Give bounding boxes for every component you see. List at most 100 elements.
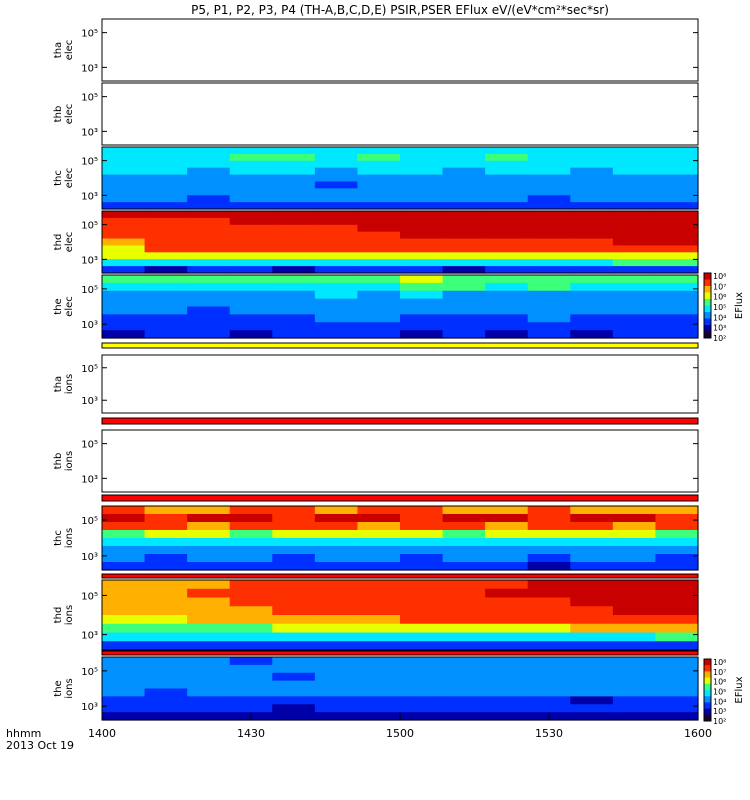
time-axis: 1400 1430 1500 1530 1600 — [88, 713, 712, 740]
heatmap-cell — [612, 538, 657, 547]
heatmap-cell — [144, 606, 188, 616]
heatmap-cell — [272, 245, 316, 253]
panel-ylabel: ions — [64, 528, 75, 548]
colorbar-swatch — [704, 318, 711, 326]
heatmap-cell — [314, 704, 359, 713]
heatmap-cell — [655, 506, 699, 515]
heatmap-cell — [144, 588, 188, 599]
heatmap-cell — [655, 322, 699, 331]
panel-frame — [101, 505, 699, 571]
heatmap-cell — [187, 167, 231, 176]
heatmap-cell — [187, 211, 231, 219]
heatmap-cell — [485, 188, 529, 196]
heatmap-cell — [229, 641, 273, 651]
heatmap-cell — [400, 330, 444, 339]
heatmap-cell — [187, 231, 231, 240]
heatmap-cell — [102, 245, 146, 253]
heatmap-cell — [187, 282, 231, 292]
heatmap-cell — [527, 597, 571, 607]
heatmap-cell — [400, 195, 444, 203]
heatmap-cell — [357, 514, 401, 523]
heatmap-cell — [612, 641, 657, 651]
heatmap-cell — [102, 615, 146, 625]
heatmap-cell — [442, 217, 486, 226]
heatmap-cell — [570, 290, 614, 300]
heatmap-cell — [485, 252, 529, 260]
heatmap-cell — [570, 174, 614, 183]
heatmap-cell — [102, 298, 146, 308]
heatmap-cell — [272, 211, 316, 219]
heatmap-cell — [442, 522, 486, 531]
heatmap-cell — [144, 562, 188, 571]
heatmap-cell — [272, 632, 316, 642]
heatmap-cell — [314, 580, 359, 590]
heatmap-cell — [612, 298, 657, 308]
x-tick-label: 1530 — [535, 727, 563, 740]
fill-stripe — [101, 650, 699, 656]
heatmap-cell — [612, 530, 657, 539]
heatmap-cell — [400, 238, 444, 247]
heatmap-cell — [442, 275, 486, 284]
heatmap-cell — [272, 282, 316, 292]
y-tick-label: 10³ — [81, 255, 98, 266]
heatmap-cell — [229, 322, 273, 331]
heatmap-cell — [442, 712, 486, 721]
heatmap-cell — [357, 688, 401, 697]
heatmap-cell — [229, 147, 273, 155]
heatmap-cell — [187, 147, 231, 155]
heatmap-cell — [400, 252, 444, 260]
heatmap-cell — [187, 322, 231, 331]
heatmap-cell — [187, 704, 231, 713]
heatmap-cell — [314, 217, 359, 226]
heatmap-cell — [570, 245, 614, 253]
heatmap-cell — [527, 562, 571, 571]
heatmap-cell — [229, 597, 273, 607]
heatmap-cell — [527, 282, 571, 292]
heatmap-cell — [144, 330, 188, 339]
heatmap-cell — [485, 153, 529, 162]
heatmap-cell — [314, 290, 359, 300]
colorbar-swatch — [704, 331, 711, 339]
heatmap-cell — [357, 562, 401, 571]
fill-stripe — [101, 342, 699, 349]
heatmap-cell — [144, 632, 188, 642]
heatmap-cell — [485, 546, 529, 555]
colorbar-swatch — [704, 286, 711, 293]
heatmap-cell — [400, 554, 444, 563]
heatmap-cell — [357, 314, 401, 323]
heatmap-cell — [612, 314, 657, 323]
panel-frame — [101, 82, 699, 146]
heatmap-cell — [314, 167, 359, 176]
heatmap-cell — [229, 167, 273, 176]
heatmap-cell — [357, 167, 401, 176]
heatmap-cell — [229, 514, 273, 523]
heatmap-cell — [485, 704, 529, 713]
heatmap-cell — [102, 217, 146, 226]
x-tick-label: 1430 — [237, 727, 265, 740]
heatmap-cell — [187, 259, 231, 267]
colorbar-swatch — [704, 279, 711, 287]
heatmap-cell — [187, 562, 231, 571]
heatmap-cell — [314, 147, 359, 155]
heatmap-cell — [527, 153, 571, 162]
heatmap-cell — [527, 623, 571, 634]
heatmap-cell — [400, 562, 444, 571]
heatmap-cell — [400, 224, 444, 233]
heatmap-cell — [527, 664, 571, 674]
heatmap-cell — [102, 597, 146, 607]
date-label: 2013 Oct 19 — [6, 739, 74, 752]
heatmap-cell — [229, 664, 273, 674]
heatmap-cell — [442, 252, 486, 260]
colorbar-swatch — [704, 312, 711, 319]
heatmap-cell — [272, 538, 316, 547]
heatmap-cell — [272, 606, 316, 616]
heatmap-cell — [612, 153, 657, 162]
heatmap-cell — [570, 266, 614, 274]
heatmap-cell — [527, 188, 571, 196]
heatmap-cell — [570, 195, 614, 203]
heatmap-cell — [570, 530, 614, 539]
heatmap-cell — [314, 160, 359, 169]
heatmap-cell — [229, 174, 273, 183]
heatmap-cell — [272, 530, 316, 539]
